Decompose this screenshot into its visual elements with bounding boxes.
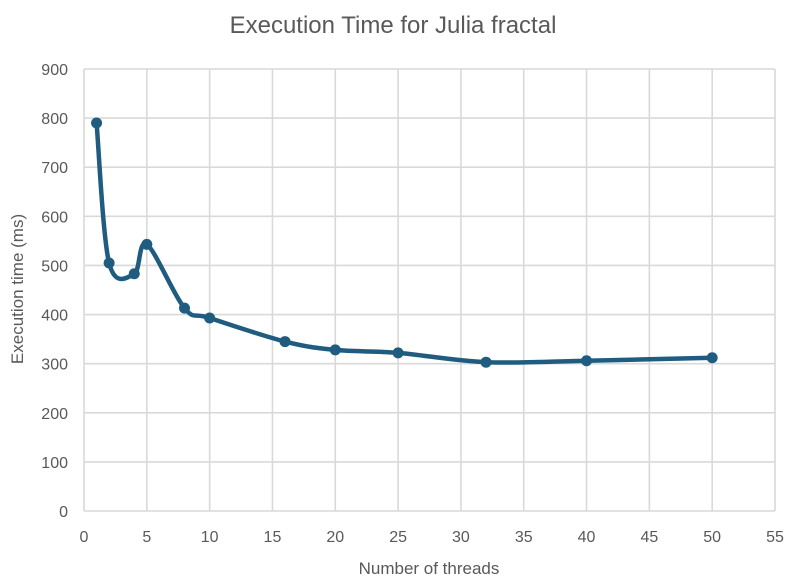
x-axis-label: Number of threads [359, 559, 500, 578]
y-tick-label: 700 [41, 160, 68, 177]
data-point-40 [581, 355, 593, 367]
gridlines [83, 68, 776, 512]
x-tick-label: 15 [264, 529, 282, 546]
series-line [94, 120, 715, 365]
data-point-20 [329, 344, 341, 356]
x-tick-label: 25 [389, 529, 407, 546]
x-tick-label: 40 [578, 529, 596, 546]
x-tick-label: 0 [80, 529, 89, 546]
x-tick-label: 35 [515, 529, 533, 546]
x-tick-label: 45 [640, 529, 658, 546]
y-tick-label: 300 [41, 357, 68, 374]
y-tick-label: 400 [41, 308, 68, 325]
data-point-1 [91, 117, 103, 129]
y-tick-label: 100 [41, 455, 68, 472]
y-axis-ticks: 0 100 200 300 400 500 600 700 800 900 [41, 62, 68, 521]
data-point-4 [128, 268, 140, 280]
x-axis-ticks: 0 5 10 15 20 25 30 35 40 45 50 55 [80, 529, 784, 546]
data-point-10 [204, 312, 216, 324]
x-tick-label: 20 [326, 529, 344, 546]
data-point-50 [706, 352, 718, 364]
chart-title: Execution Time for Julia fractal [230, 12, 557, 39]
y-axis-label: Execution time (ms) [8, 214, 27, 364]
data-point-32 [480, 356, 492, 368]
data-point-16 [279, 336, 291, 348]
y-tick-label: 0 [59, 504, 68, 521]
data-point-25 [392, 347, 404, 359]
y-tick-label: 800 [41, 111, 68, 128]
y-tick-label: 900 [41, 62, 68, 79]
data-point-2 [103, 257, 115, 269]
series-layer [91, 117, 718, 368]
x-tick-label: 50 [703, 529, 721, 546]
x-tick-label: 55 [766, 529, 784, 546]
y-tick-label: 200 [41, 406, 68, 423]
x-tick-label: 5 [142, 529, 151, 546]
y-tick-label: 500 [41, 258, 68, 275]
x-tick-label: 30 [452, 529, 470, 546]
data-point-8 [179, 302, 191, 314]
y-tick-label: 600 [41, 209, 68, 226]
data-point-5 [141, 238, 153, 250]
x-tick-label: 10 [201, 529, 219, 546]
